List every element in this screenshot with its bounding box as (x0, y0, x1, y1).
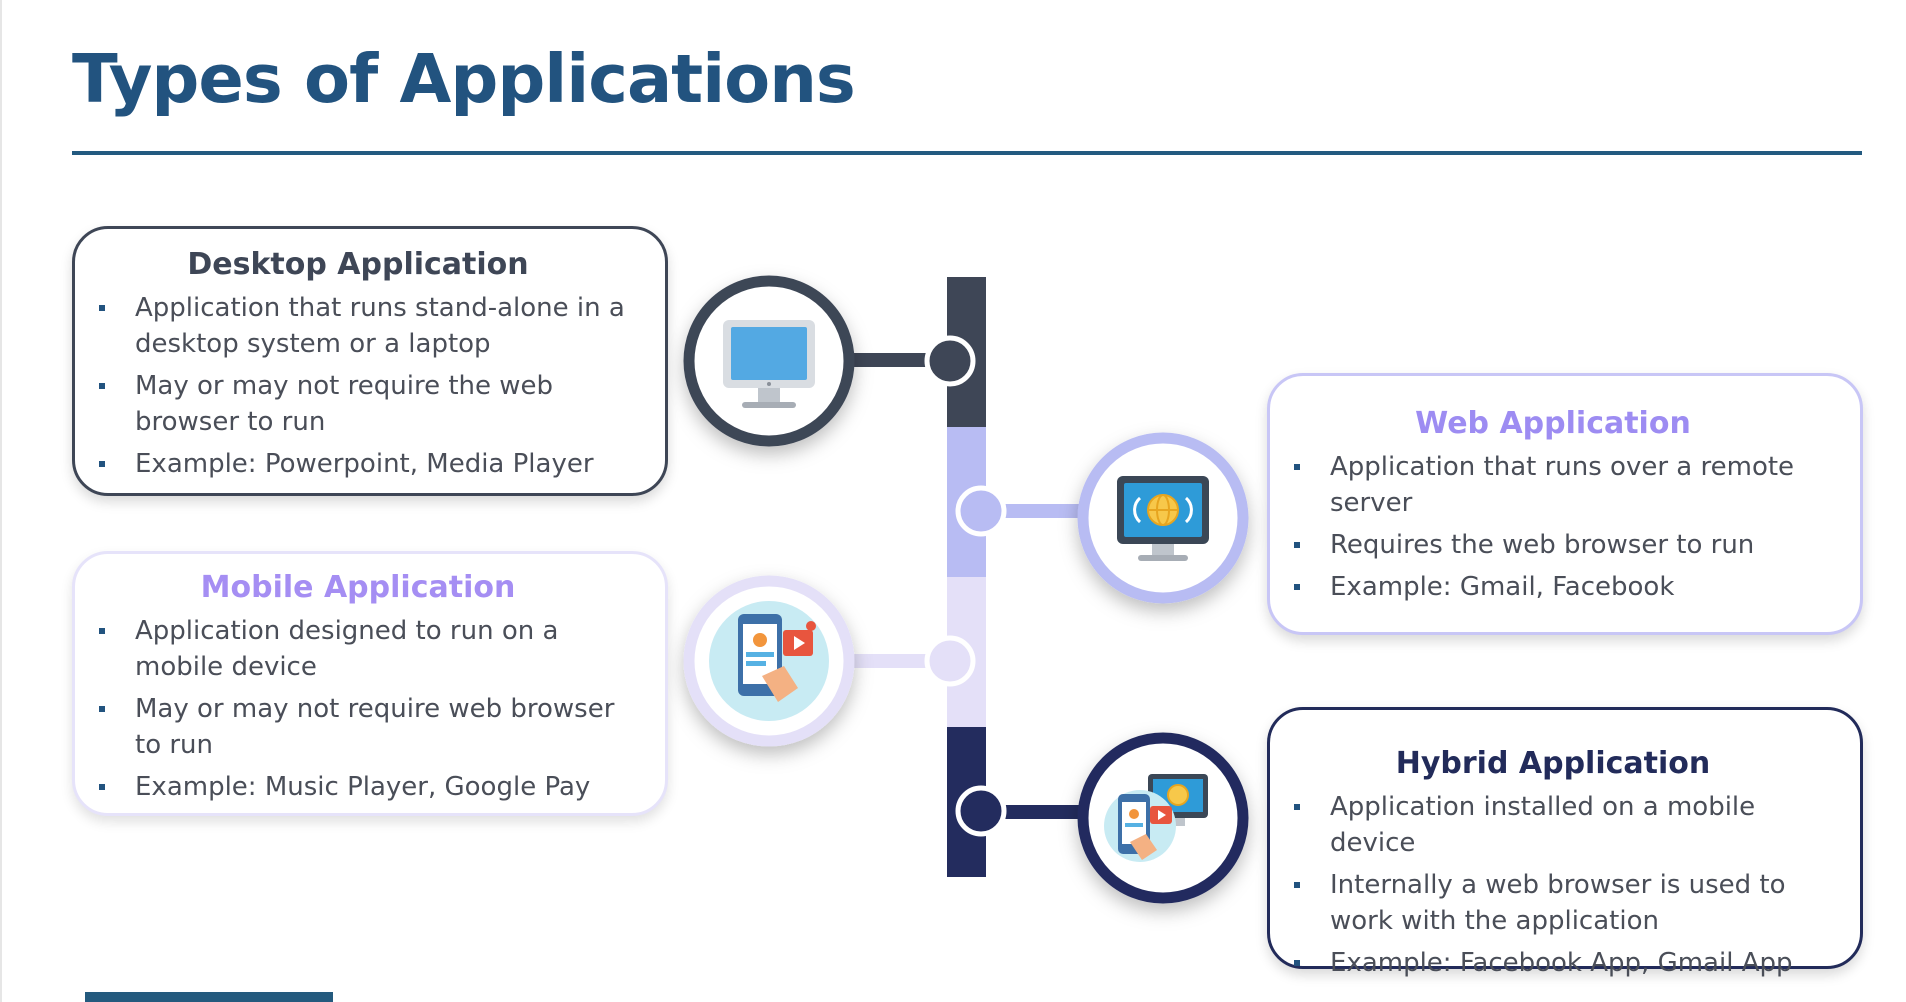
title-divider (72, 151, 1862, 155)
left-edge-line (0, 0, 2, 1002)
list-item: Example: Powerpoint, Media Player (75, 446, 641, 482)
mobile-application-bullets: Application designed to run on a mobile … (75, 613, 641, 805)
connector-web (983, 504, 1093, 518)
connector-dot-hybrid (955, 785, 1007, 837)
mobile-phone-icon (683, 575, 855, 747)
list-item: Example: Gmail, Facebook (1270, 569, 1836, 605)
hybrid-application-card: Hybrid Application Application installed… (1267, 707, 1863, 978)
web-application-bullets: Application that runs over a remote serv… (1270, 449, 1836, 605)
list-item: Application that runs stand-alone in a d… (75, 290, 641, 362)
list-item: Application designed to run on a mobile … (75, 613, 641, 685)
list-item: May or may not require web browser to ru… (75, 691, 641, 763)
hybrid-phone-monitor-icon (1077, 732, 1249, 904)
list-item: Application installed on a mobile device (1270, 789, 1836, 861)
list-item: May or may not require the web browser t… (75, 368, 641, 440)
list-item: Requires the web browser to run (1270, 527, 1836, 563)
web-globe-monitor-icon (1077, 432, 1249, 604)
web-application-title: Web Application (1415, 406, 1691, 441)
connector-dot-web (955, 485, 1007, 537)
list-item: Internally a web browser is used to work… (1270, 867, 1836, 939)
hybrid-application-bullets: Application installed on a mobile device… (1270, 789, 1836, 981)
connector-mobile (840, 654, 950, 668)
desktop-monitor-icon (683, 275, 855, 447)
footer-bar (85, 992, 333, 1002)
desktop-application-bullets: Application that runs stand-alone in a d… (75, 290, 641, 482)
connector-dot-desktop (924, 335, 976, 387)
desktop-application-title: Desktop Application (187, 247, 529, 282)
hybrid-application-title: Hybrid Application (1395, 746, 1711, 781)
connector-desktop (840, 353, 950, 367)
desktop-application-card: Desktop Application Application that run… (72, 226, 668, 496)
list-item: Example: Facebook App, Gmail App (1270, 945, 1836, 981)
web-application-card: Web Application Application that runs ov… (1267, 373, 1863, 635)
connector-hybrid (983, 805, 1093, 819)
page-title: Types of Applications (72, 40, 856, 118)
connector-dot-mobile (924, 635, 976, 687)
mobile-application-card: Mobile Application Application designed … (72, 551, 668, 816)
mobile-application-title: Mobile Application (200, 570, 516, 605)
list-item: Example: Music Player, Google Pay (75, 769, 641, 805)
list-item: Application that runs over a remote serv… (1270, 449, 1836, 521)
